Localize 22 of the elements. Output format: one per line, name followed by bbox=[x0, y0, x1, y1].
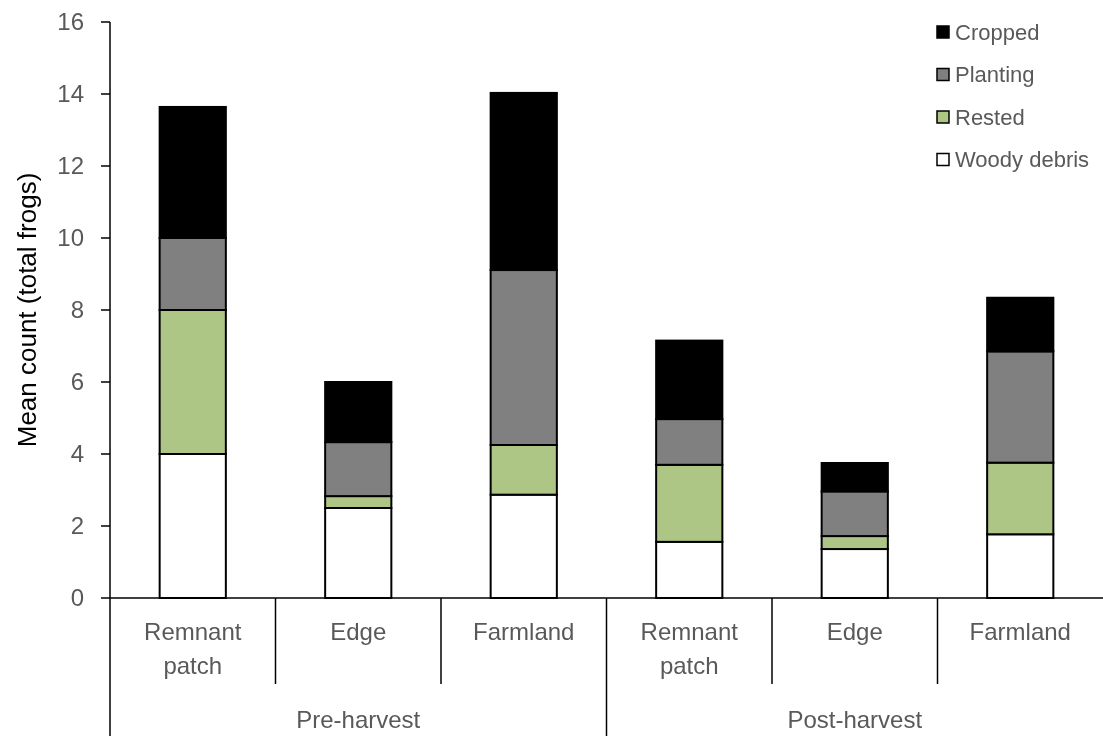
y-tick-label: 2 bbox=[70, 512, 84, 540]
x-tick-label: Edge bbox=[826, 618, 883, 645]
y-tick-label: 4 bbox=[70, 440, 84, 468]
text: Post-harvest bbox=[787, 706, 923, 733]
y-tick-label: 0 bbox=[70, 584, 84, 612]
y-axis-title: Mean count (total frogs) bbox=[12, 172, 42, 448]
y-tick-label: 10 bbox=[57, 224, 84, 252]
x-tick-label: Farmland bbox=[473, 618, 575, 645]
legend-label: Cropped bbox=[955, 19, 1040, 45]
legend-label: Planting bbox=[955, 62, 1035, 88]
x-tick-label: Remnant patch bbox=[144, 618, 242, 679]
x-tick-label: Edge bbox=[330, 618, 387, 645]
legend-label: Woody debris bbox=[955, 147, 1090, 173]
y-tick-label: 8 bbox=[70, 296, 84, 324]
x-tick-label: Remnant patch bbox=[640, 618, 739, 679]
y-tick-label: 12 bbox=[57, 152, 84, 180]
text: Pre-harvest bbox=[296, 706, 421, 733]
y-tick-label: 14 bbox=[57, 80, 84, 108]
x-tick-label: Farmland bbox=[969, 618, 1071, 645]
y-tick-label: 16 bbox=[57, 8, 84, 36]
y-tick-label: 6 bbox=[70, 368, 84, 396]
legend-label: Rested bbox=[955, 104, 1025, 130]
